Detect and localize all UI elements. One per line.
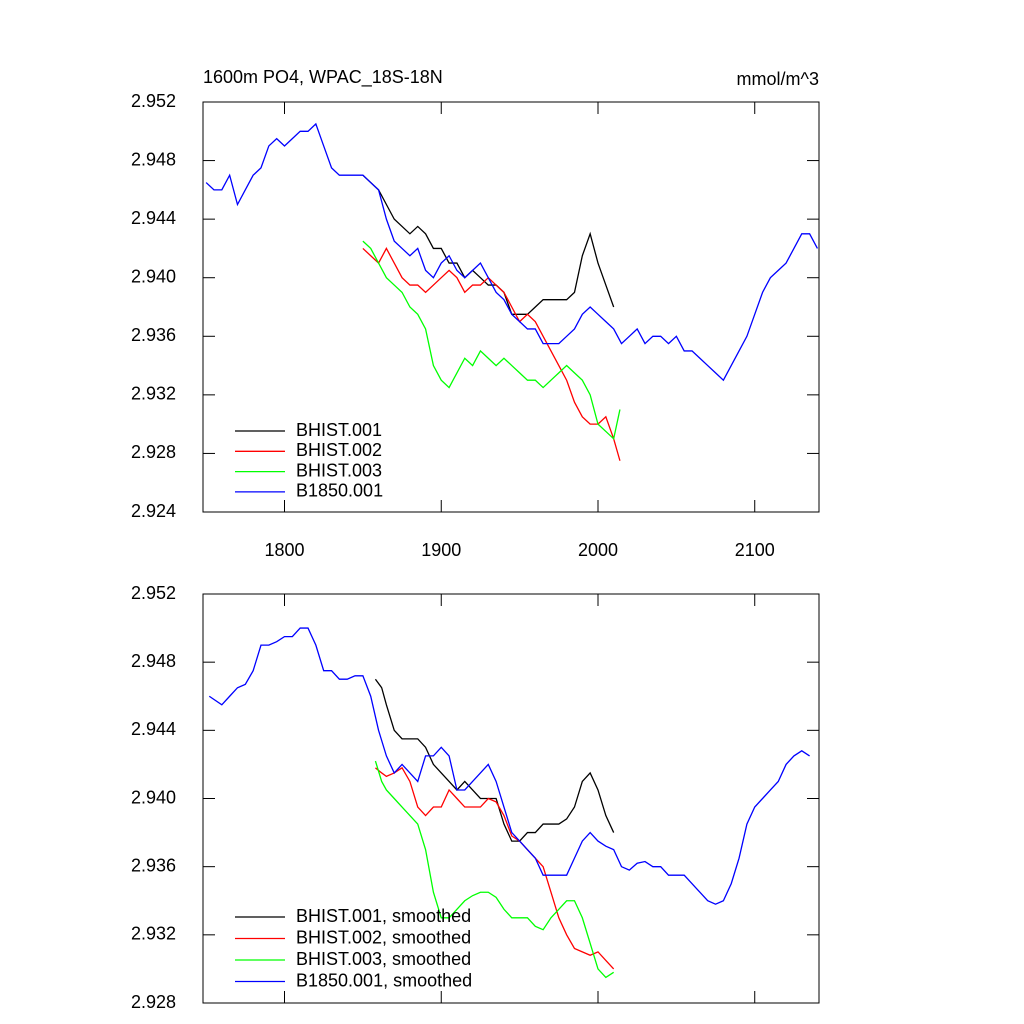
y-tick-label: 2.948 (131, 651, 176, 671)
x-tick-label: 2000 (578, 540, 618, 560)
y-tick-label: 2.952 (131, 583, 176, 603)
legend-label: BHIST.001 (296, 420, 382, 440)
y-tick-label: 2.944 (131, 719, 176, 739)
series-line (374, 760, 615, 979)
y-tick-label: 2.932 (131, 384, 176, 404)
y-tick-label: 2.932 (131, 924, 176, 944)
units-label: mmol/m^3 (737, 69, 819, 89)
y-tick-label: 2.936 (131, 855, 176, 875)
legend-label: BHIST.003 (296, 460, 382, 480)
series-line (208, 627, 810, 905)
x-tick-label: 2100 (735, 540, 775, 560)
legend-label: B1850.001, smoothed (296, 970, 472, 990)
plot-frame (202, 101, 820, 513)
y-tick-label: 2.948 (131, 149, 176, 169)
series-line (205, 122, 819, 382)
y-tick-label: 2.952 (131, 91, 176, 111)
series-line (375, 766, 615, 970)
legend-label: BHIST.001, smoothed (296, 906, 471, 926)
y-tick-label: 2.940 (131, 787, 176, 807)
legend-label: BHIST.002 (296, 440, 382, 460)
legend-label: B1850.001 (296, 481, 383, 501)
x-tick-label: 1900 (421, 540, 461, 560)
x-tick-label: 1800 (264, 540, 304, 560)
y-tick-label: 2.924 (131, 501, 176, 521)
chart-title: 1600m PO4, WPAC_18S-18N (203, 67, 443, 88)
y-tick-label: 2.928 (131, 442, 176, 462)
series-line (362, 247, 621, 461)
y-tick-label: 2.928 (131, 992, 176, 1012)
series-line (362, 174, 615, 315)
y-tick-label: 2.944 (131, 208, 176, 228)
series-line (374, 678, 615, 842)
series-line (362, 240, 621, 441)
y-tick-label: 2.936 (131, 325, 176, 345)
legend-label: BHIST.002, smoothed (296, 927, 471, 947)
legend-label: BHIST.003, smoothed (296, 949, 471, 969)
y-tick-label: 2.940 (131, 266, 176, 286)
